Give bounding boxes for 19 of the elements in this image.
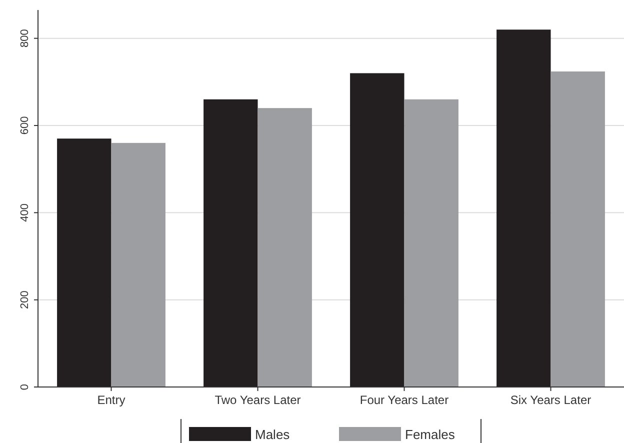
bar xyxy=(258,108,312,387)
bar xyxy=(111,142,166,387)
bar xyxy=(350,73,404,387)
y-tick-label: 800 xyxy=(19,29,31,48)
x-tick-label: Two Years Later xyxy=(214,393,301,407)
bar xyxy=(550,71,605,387)
x-tick-label: Four Years Later xyxy=(360,393,449,407)
y-tick-label: 600 xyxy=(19,116,31,135)
legend-label: Males xyxy=(255,427,290,442)
bar xyxy=(496,30,551,387)
bar xyxy=(404,99,458,387)
y-tick-label: 0 xyxy=(19,384,31,390)
bar xyxy=(204,99,258,387)
x-tick-label: Entry xyxy=(97,393,126,407)
x-tick-label: Six Years Later xyxy=(510,393,592,407)
y-tick-label: 200 xyxy=(19,290,31,310)
legend-label: Females xyxy=(405,427,456,442)
y-tick-label: 400 xyxy=(19,203,31,222)
bar xyxy=(57,138,112,387)
